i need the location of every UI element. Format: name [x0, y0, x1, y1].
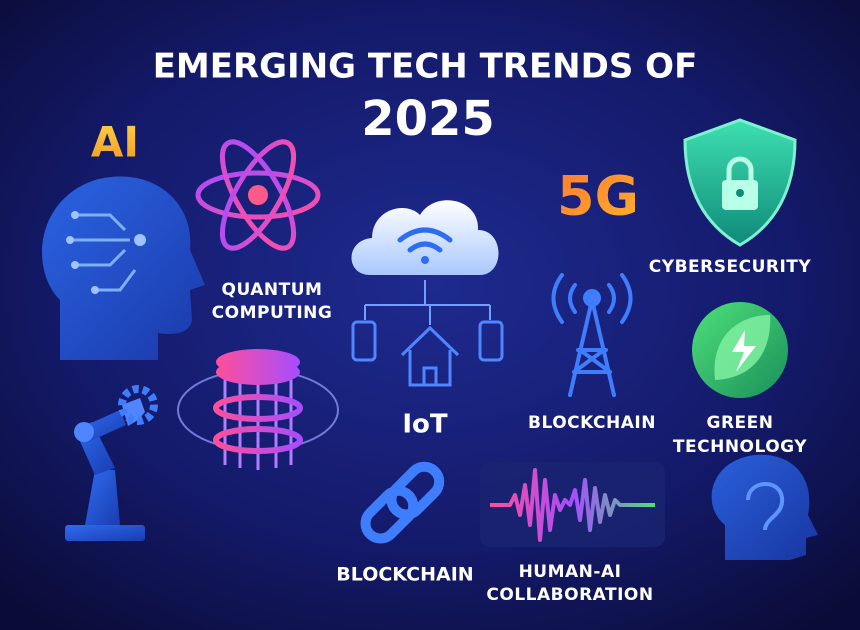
quantum-chip-icon-part-part	[223, 375, 293, 470]
ai-head-icon-part-part	[95, 269, 137, 292]
tower-icon-part	[568, 298, 616, 397]
green-label: GREEN	[707, 413, 774, 433]
green-tech-icon-part	[732, 330, 756, 372]
quantum-atom-icon-part	[248, 185, 268, 205]
quantum-chip-icon-part	[223, 375, 293, 470]
iot-cloud-icon-part	[397, 227, 453, 253]
quantum-label: QUANTUM	[222, 280, 323, 300]
human-head-icon-part	[746, 482, 785, 531]
iot-cloud-icon-part-part	[397, 227, 453, 243]
blockchain-chain-icon	[360, 461, 445, 544]
iot-cloud-icon-part-part	[364, 280, 491, 325]
human-head-icon	[711, 454, 818, 560]
iot-cloud-icon	[351, 200, 504, 387]
human-head-icon-part	[711, 454, 818, 560]
green-label: TECHNOLOGY	[673, 437, 807, 457]
tower-icon-part	[551, 273, 633, 324]
title: EMERGING TECH TRENDS OF	[153, 47, 698, 87]
title-year: 2025	[361, 91, 495, 147]
quantum-atom-icon	[195, 139, 321, 251]
robot-arm-icon-part	[74, 422, 94, 442]
ai-head-icon-part-part	[71, 261, 79, 269]
robot-arm-icon-part	[65, 525, 145, 541]
ai-head-icon-part-part	[66, 236, 74, 244]
quantum-atom-icon-part	[219, 139, 297, 251]
blockchain-label: BLOCKCHAIN	[336, 564, 473, 586]
ai-head-icon-part-part	[75, 248, 127, 267]
tower-label: BLOCKCHAIN	[528, 413, 656, 433]
iot-cloud-icon-part-part	[407, 241, 443, 253]
quantum-atom-icon-part	[195, 170, 321, 220]
ai-head-icon-part-part	[75, 213, 127, 232]
human-ai-wave-icon	[480, 462, 665, 547]
iot-cloud-icon-part	[400, 325, 460, 387]
quantum-chip-icon-part	[213, 394, 303, 422]
green-tech-icon	[692, 302, 788, 398]
iot-cloud-icon-part	[351, 320, 377, 362]
iot-label: IoT	[402, 410, 448, 440]
cybersecurity-label: CYBERSECURITY	[649, 257, 812, 277]
human-ai-label: HUMAN-AI	[519, 562, 622, 582]
ai-head-icon-part-part	[134, 234, 146, 246]
quantum-chip-icon	[177, 349, 339, 470]
tower-icon-part	[583, 289, 601, 307]
human-ai-wave-icon-part	[490, 468, 655, 542]
iot-cloud-icon-part	[421, 256, 429, 264]
ai-head-icon-part-part	[71, 211, 79, 219]
five-g-label: 5G	[557, 165, 639, 228]
iot-cloud-icon-part	[478, 320, 504, 362]
blockchain-chain-icon-part	[386, 461, 445, 520]
iot-cloud-icon-part	[364, 280, 491, 325]
robot-arm-icon-part	[85, 470, 120, 525]
human-ai-label: COLLABORATION	[486, 585, 653, 605]
robot-arm-icon-part	[118, 385, 158, 425]
iot-cloud-icon-part	[351, 200, 499, 275]
quantum-label: COMPUTING	[212, 303, 333, 323]
tower-icon	[551, 273, 633, 397]
ai-head-icon	[42, 176, 206, 360]
cybersecurity-shield-icon-part	[726, 156, 754, 180]
blockchain-chain-icon-part	[360, 485, 419, 544]
ai-label: AI	[91, 118, 139, 167]
quantum-chip-icon-part	[213, 426, 303, 454]
cybersecurity-shield-icon-part	[736, 189, 744, 197]
cybersecurity-shield-icon	[683, 118, 797, 247]
ai-head-icon-part	[66, 211, 146, 294]
quantum-atom-icon-part	[219, 139, 297, 251]
ai-head-icon-part	[70, 213, 137, 292]
human-ai-wave-icon-part	[480, 462, 665, 547]
robot-arm-icon	[65, 385, 158, 541]
quantum-chip-icon-part	[216, 349, 300, 375]
ai-head-icon-part-part	[91, 286, 99, 294]
ai-head-icon-part	[42, 176, 206, 360]
